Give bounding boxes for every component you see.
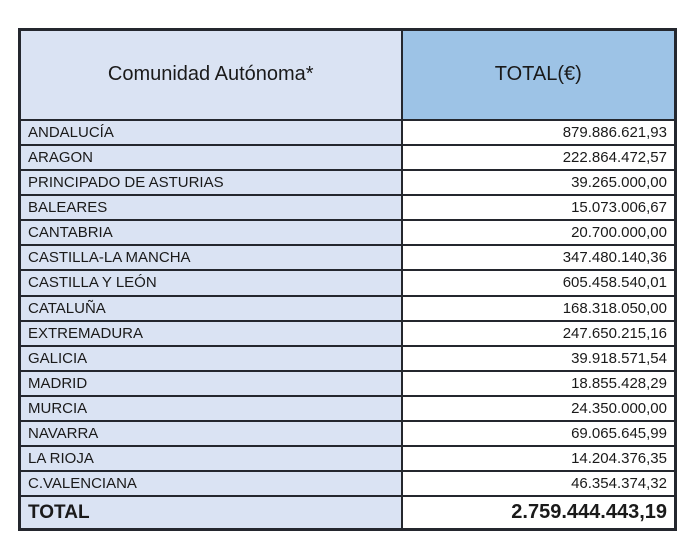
table-row: CATALUÑA 168.318.050,00: [18, 294, 677, 322]
table-row: GALICIA 39.918.571,54: [18, 344, 677, 372]
community-cell: EXTREMADURA: [18, 319, 403, 347]
header-total: TOTAL(€): [400, 28, 677, 121]
value-cell: 14.204.376,35: [400, 445, 677, 473]
table-row: PRINCIPADO DE ASTURIAS 39.265.000,00: [18, 169, 677, 197]
community-cell: CASTILLA-LA MANCHA: [18, 244, 403, 272]
community-cell: CANTABRIA: [18, 219, 403, 247]
table-row: NAVARRA 69.065.645,99: [18, 419, 677, 448]
value-cell: 222.864.472,57: [400, 143, 677, 172]
value-cell: 605.458.540,01: [400, 269, 677, 297]
community-cell: NAVARRA: [18, 419, 403, 448]
value-cell: 15.073.006,67: [400, 194, 677, 222]
value-cell: 247.650.215,16: [400, 319, 677, 347]
total-label-cell: TOTAL: [18, 495, 403, 531]
community-cell: BALEARES: [18, 194, 403, 222]
community-cell: PRINCIPADO DE ASTURIAS: [18, 169, 403, 197]
table-row: CANTABRIA 20.700.000,00: [18, 219, 677, 247]
table-row: MURCIA 24.350.000,00: [18, 394, 677, 422]
table-row: ANDALUCÍA 879.886.621,93: [18, 118, 677, 146]
community-cell: MURCIA: [18, 394, 403, 422]
community-cell: ARAGON: [18, 143, 403, 172]
totals-table: Comunidad Autónoma* TOTAL(€) ANDALUCÍA 8…: [18, 28, 677, 531]
value-cell: 69.065.645,99: [400, 419, 677, 448]
value-cell: 879.886.621,93: [400, 118, 677, 146]
value-cell: 18.855.428,29: [400, 369, 677, 397]
table-row: C.VALENCIANA 46.354.374,32: [18, 470, 677, 498]
community-cell: ANDALUCÍA: [18, 118, 403, 146]
table-row: MADRID 18.855.428,29: [18, 369, 677, 397]
value-cell: 168.318.050,00: [400, 294, 677, 322]
total-row: TOTAL 2.759.444.443,19: [18, 495, 677, 531]
community-cell: CASTILLA Y LEÓN: [18, 269, 403, 297]
header-community: Comunidad Autónoma*: [18, 28, 403, 121]
value-cell: 39.265.000,00: [400, 169, 677, 197]
value-cell: 20.700.000,00: [400, 219, 677, 247]
table-header-row: Comunidad Autónoma* TOTAL(€): [18, 28, 677, 121]
value-cell: 24.350.000,00: [400, 394, 677, 422]
value-cell: 46.354.374,32: [400, 470, 677, 498]
community-cell: GALICIA: [18, 344, 403, 372]
community-cell: MADRID: [18, 369, 403, 397]
table-row: ARAGON 222.864.472,57: [18, 143, 677, 172]
community-cell: CATALUÑA: [18, 294, 403, 322]
table-row: EXTREMADURA 247.650.215,16: [18, 319, 677, 347]
table-row: CASTILLA-LA MANCHA 347.480.140,36: [18, 244, 677, 272]
value-cell: 347.480.140,36: [400, 244, 677, 272]
table-row: BALEARES 15.073.006,67: [18, 194, 677, 222]
total-value-cell: 2.759.444.443,19: [400, 495, 677, 531]
community-cell: LA RIOJA: [18, 445, 403, 473]
community-cell: C.VALENCIANA: [18, 470, 403, 498]
table-row: CASTILLA Y LEÓN 605.458.540,01: [18, 269, 677, 297]
value-cell: 39.918.571,54: [400, 344, 677, 372]
table-row: LA RIOJA 14.204.376,35: [18, 445, 677, 473]
